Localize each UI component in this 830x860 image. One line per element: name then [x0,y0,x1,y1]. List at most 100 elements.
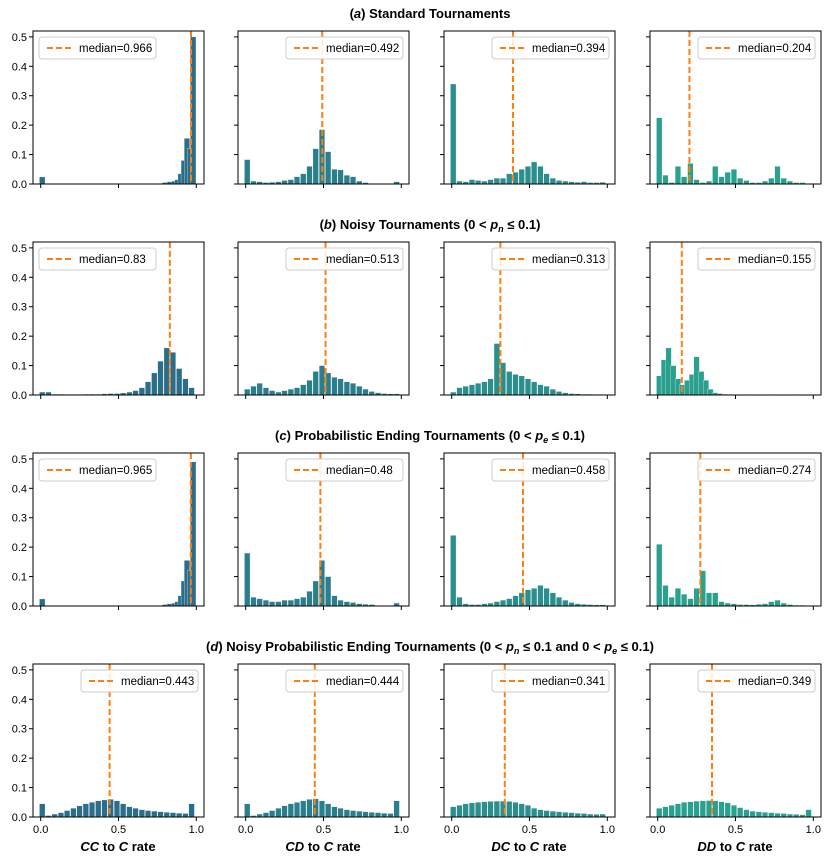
panel-0-3: median=0.204 [646,30,822,188]
histogram-bar [300,800,307,818]
y-tick-label: 0.0 [12,390,27,402]
histogram-bar [468,384,475,396]
panel-1-3: median=0.155 [646,241,822,399]
histogram-bar [674,803,681,818]
histogram-bar [475,802,482,818]
histogram-bar [531,161,538,185]
histogram-bar [487,378,494,396]
histogram-bar [151,372,158,396]
legend-label: median=0.349 [738,676,811,688]
x-tick-label: 0.5 [522,824,537,836]
histogram-bar [724,172,731,185]
x-tick-label: 1.0 [600,824,615,836]
histogram-bar [681,802,688,818]
histogram-bar [531,808,538,818]
histogram-bar [562,599,569,607]
panel-0-1: median=0.492 [234,30,410,188]
histogram-bar [681,176,688,185]
histogram-bar [718,176,725,185]
y-tick-label: 0.3 [12,513,27,525]
histogram-bar [362,811,369,818]
panel-2-3: median=0.274 [646,452,822,610]
histogram-bar [493,601,500,607]
y-tick-label: 0.5 [12,32,27,44]
legend-box [491,247,610,271]
panels-group: 0.0 0.1 0.2 0.3 0.4 0.5 median=0.966 median=0.4… [12,30,822,836]
legend: median=0.313 [491,247,610,271]
histogram-bar [506,371,513,396]
histogram-bar [170,812,176,818]
histogram-bar [145,810,152,818]
xlabel-cc: CC to C rate [80,839,155,854]
histogram-bar [774,813,781,818]
histogram-bar [656,117,663,185]
legend-label: median=0.341 [532,676,605,688]
histogram-bar [493,800,500,818]
histogram-bar [506,801,513,818]
histogram-bar [556,811,563,818]
histogram-bar [306,166,313,185]
histogram-bar [343,601,350,607]
histogram-bar [170,352,176,396]
y-tick-label: 0.2 [12,120,27,132]
histogram-bar [287,803,294,818]
histogram-bar [306,380,313,396]
histogram-bar [387,813,394,818]
histogram-bar [281,599,288,607]
y-tick-label: 0.0 [12,601,27,613]
histogram-bar [39,598,46,607]
histogram-bar [256,383,263,396]
histogram-bar [687,598,694,607]
histogram-bar [312,371,319,396]
histogram-bar [126,806,133,818]
histogram-bar [518,803,525,818]
histogram-bar [512,595,519,607]
histogram-bar [456,805,463,818]
y-tick-label: 0.5 [12,665,27,677]
xlabel-cd: CD to C rate [285,839,360,854]
histogram-bar [331,806,338,818]
histogram-bar [774,166,781,185]
panel-0-0: 0.0 0.1 0.2 0.3 0.4 0.5 median=0.966 [12,30,205,191]
histogram-bar [699,800,706,818]
histogram-bar [762,812,769,818]
histogram-bar [456,597,463,607]
histogram-bar [368,812,375,818]
histogram-bar [531,381,538,396]
histogram-bar [662,806,669,818]
histogram-bar [145,381,152,396]
histogram-bar [132,808,139,818]
panel-1-0: 0.0 0.1 0.2 0.3 0.4 0.5 median=0.83 [12,241,205,402]
histogram-bar [182,813,189,818]
histogram-bar [712,800,719,818]
y-tick-label: 0.3 [12,302,27,314]
histogram-bar [350,176,357,185]
legend: median=0.443 [80,669,199,693]
histogram-bar [120,803,127,818]
y-tick-label: 0.0 [12,179,27,191]
histogram-bar [343,175,350,185]
histogram-bar [331,377,338,396]
panel-2-0: 0.0 0.1 0.2 0.3 0.4 0.5 median=0.965 [12,452,205,613]
histogram-bar [768,177,775,185]
histogram-bar [543,173,550,185]
histogram-bar [556,597,563,607]
histogram-bar [543,588,550,607]
y-tick-label: 0.1 [12,783,27,795]
histogram-bar [151,810,158,818]
histogram-bar [493,343,500,396]
panel-3-2: 0.0 0.5 1.0 median=0.341 [440,663,616,836]
histogram-bar [737,807,744,818]
legend-box [491,36,610,60]
histogram-bar [325,576,332,607]
histogram-bar [281,805,288,818]
histogram-bar [462,803,469,818]
histogram-bar [244,159,251,185]
x-tick-label: 0.5 [728,824,743,836]
histogram-bar [262,387,269,396]
legend: median=0.513 [285,247,404,271]
histogram-bar [269,390,276,396]
legend: median=0.492 [285,36,404,60]
histogram-bar [113,800,120,818]
